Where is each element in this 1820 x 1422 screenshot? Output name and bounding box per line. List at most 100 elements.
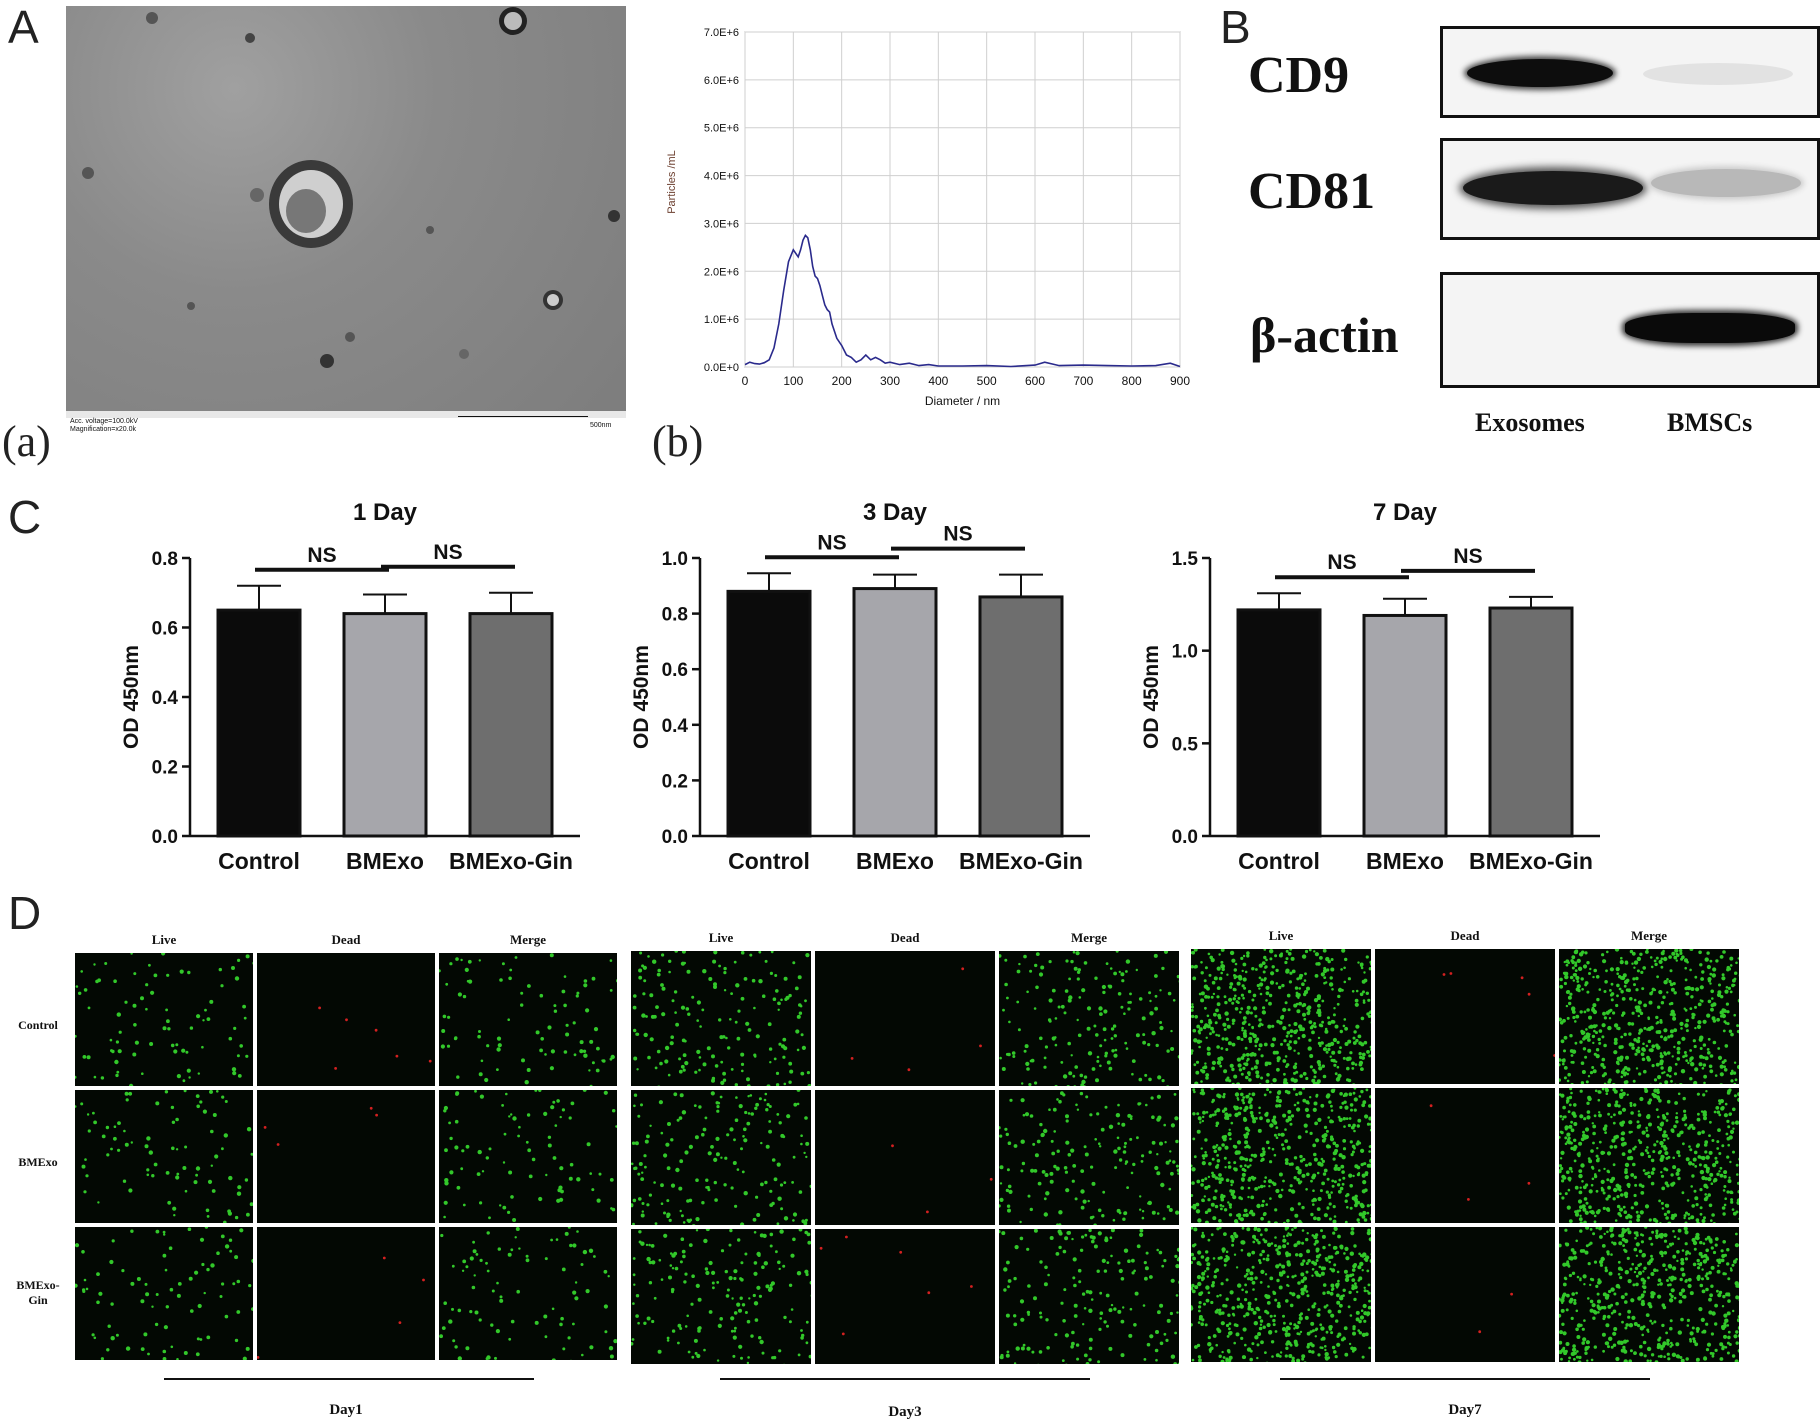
- nta-x-tick-label: 500: [977, 374, 997, 388]
- live-cell: [1276, 1090, 1282, 1095]
- cell-dots: [632, 951, 811, 1086]
- live-cell: [1089, 1235, 1094, 1239]
- live-cell: [1299, 1159, 1304, 1163]
- live-cell: [81, 1164, 86, 1169]
- live-cell: [1563, 1049, 1566, 1053]
- live-cell: [1671, 1352, 1677, 1357]
- live-cell: [1315, 1254, 1320, 1259]
- live-cell: [1598, 1140, 1602, 1144]
- live-cell: [1702, 1093, 1706, 1097]
- live-cell: [1690, 995, 1694, 999]
- live-cell: [1354, 998, 1359, 1003]
- live-cell: [1064, 989, 1069, 993]
- live-cell: [1663, 1146, 1668, 1151]
- live-cell: [775, 1071, 780, 1075]
- live-cell: [1252, 1117, 1256, 1120]
- live-cell: [1676, 1046, 1681, 1051]
- live-cell: [698, 1068, 701, 1072]
- live-cell: [745, 1021, 750, 1026]
- live-cell: [1052, 1107, 1057, 1112]
- live-cell: [1615, 1003, 1619, 1008]
- live-cell: [543, 1111, 548, 1116]
- live-cell: [1291, 1189, 1296, 1194]
- live-cell: [505, 1092, 508, 1096]
- live-cell: [1156, 1171, 1161, 1176]
- live-cell: [1103, 1038, 1107, 1042]
- live-cell: [1204, 1185, 1209, 1190]
- live-cell: [1595, 1154, 1599, 1158]
- live-cell: [1082, 1199, 1087, 1204]
- live-cell: [1640, 1293, 1645, 1298]
- live-cell: [1722, 1240, 1726, 1244]
- live-cell: [1233, 1167, 1237, 1171]
- live-cell: [1585, 1244, 1589, 1248]
- live-cell: [723, 989, 727, 992]
- live-cell: [465, 1144, 470, 1149]
- live-cell: [680, 1005, 686, 1010]
- live-cell: [1684, 1023, 1689, 1028]
- live-cell: [1220, 971, 1223, 975]
- live-cell: [1284, 1001, 1288, 1005]
- live-cell: [1108, 1124, 1114, 1129]
- live-cell: [1306, 1172, 1310, 1177]
- live-cell: [1725, 1132, 1729, 1136]
- live-cell: [809, 1184, 811, 1188]
- live-cell: [1663, 1130, 1667, 1134]
- live-cell: [670, 1287, 675, 1292]
- live-cell: [1579, 1205, 1583, 1209]
- live-cell: [1663, 1138, 1666, 1142]
- live-cell: [1669, 969, 1673, 973]
- live-cell: [1240, 956, 1244, 960]
- live-cell: [1008, 1189, 1013, 1194]
- live-cell: [1737, 1065, 1739, 1069]
- live-cell: [510, 1195, 514, 1199]
- live-cell: [720, 1156, 723, 1159]
- live-cell: [130, 953, 133, 955]
- live-cell: [1701, 1219, 1706, 1223]
- live-cell: [1234, 1007, 1239, 1011]
- live-cell: [1650, 1254, 1653, 1258]
- live-cell: [176, 1172, 180, 1176]
- live-cell: [1719, 1083, 1723, 1084]
- live-cell: [1739, 1327, 1740, 1330]
- live-cell: [248, 1284, 252, 1288]
- live-cell: [649, 1124, 652, 1127]
- live-cell: [1712, 1223, 1715, 1224]
- live-cell: [1214, 1204, 1219, 1209]
- live-cell: [1702, 1019, 1707, 1024]
- live-cell: [1215, 1008, 1219, 1013]
- live-cell: [761, 994, 766, 998]
- live-cell: [1196, 1039, 1201, 1044]
- live-cell: [1336, 1040, 1340, 1044]
- live-cell: [1239, 1106, 1243, 1110]
- live-cell: [147, 1352, 150, 1356]
- live-cell: [1324, 1029, 1329, 1034]
- live-cell: [1685, 1059, 1689, 1062]
- live-cell: [1693, 1247, 1697, 1251]
- live-cell: [728, 1243, 732, 1247]
- live-cell: [788, 1080, 792, 1084]
- dead-cell: [428, 1059, 432, 1063]
- live-cell: [1559, 1340, 1563, 1345]
- live-cell: [1568, 1356, 1571, 1360]
- live-cell: [1035, 985, 1039, 990]
- live-cell: [1207, 1291, 1211, 1294]
- live-cell: [1648, 1000, 1653, 1005]
- live-cell: [585, 1008, 590, 1013]
- live-cell: [1624, 1194, 1628, 1199]
- live-cell: [737, 1238, 741, 1242]
- live-cell: [1249, 1032, 1252, 1035]
- live-cell: [1623, 1080, 1628, 1084]
- live-cell: [1217, 1329, 1222, 1334]
- live-cell: [1256, 1227, 1261, 1232]
- live-cell: [1694, 1026, 1697, 1030]
- live-cell: [1301, 954, 1307, 959]
- live-cell: [1282, 1239, 1285, 1243]
- live-cell: [1658, 1099, 1662, 1103]
- live-cell: [1276, 1056, 1281, 1061]
- live-cell: [1619, 1207, 1623, 1212]
- live-cell: [667, 1122, 671, 1126]
- live-cell: [1353, 1097, 1358, 1102]
- live-cell: [1567, 995, 1572, 1000]
- live-cell: [1664, 1181, 1669, 1185]
